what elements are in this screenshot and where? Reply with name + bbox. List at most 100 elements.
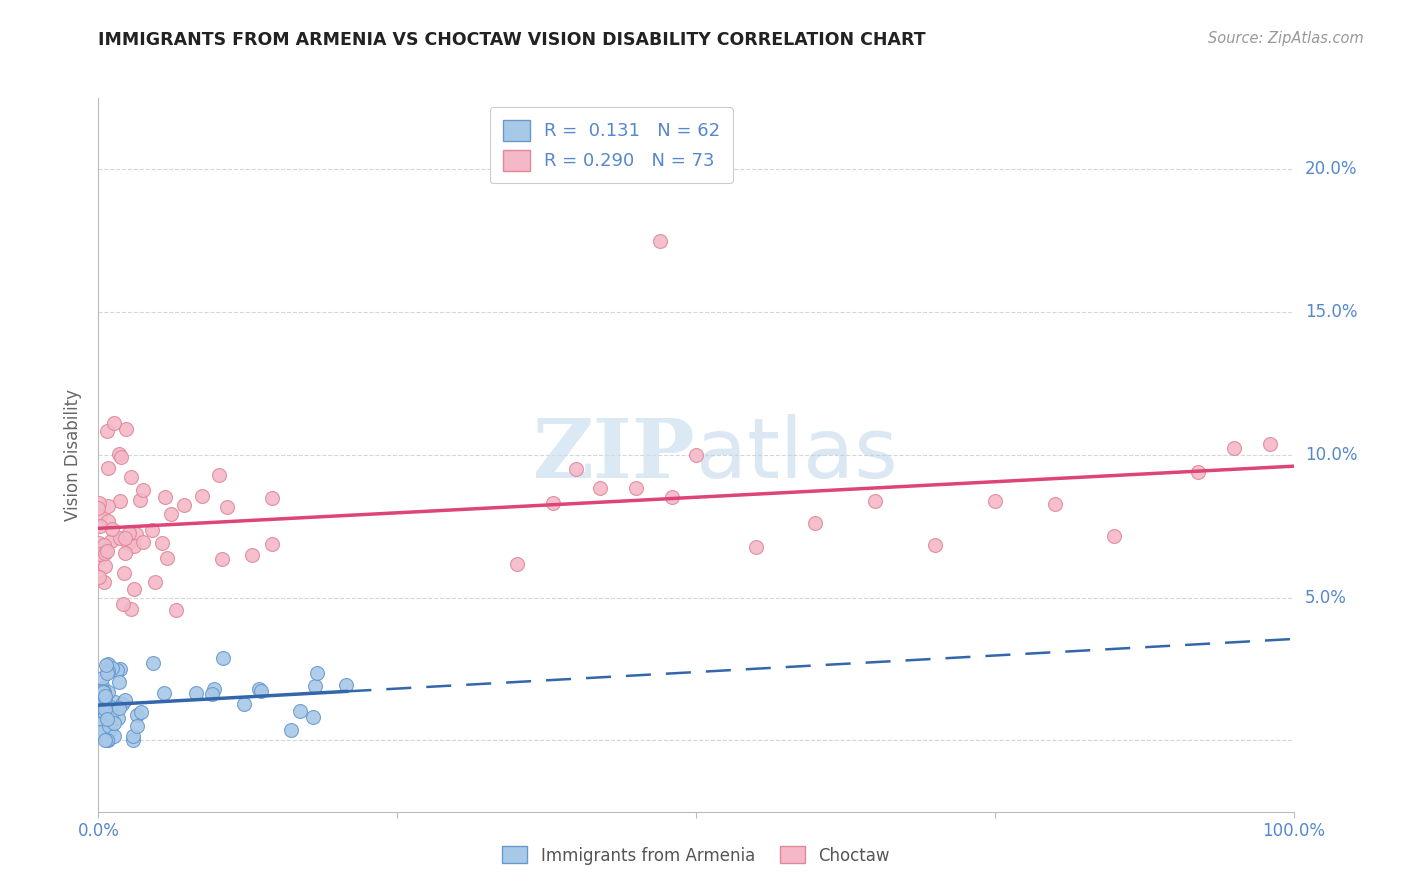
Point	[107, 711, 129, 725]
Text: IMMIGRANTS FROM ARMENIA VS CHOCTAW VISION DISABILITY CORRELATION CHART: IMMIGRANTS FROM ARMENIA VS CHOCTAW VISIO…	[98, 31, 927, 49]
Point	[142, 656, 165, 670]
Point	[91, 681, 114, 695]
Point	[89, 519, 111, 533]
Point	[93, 575, 115, 590]
Point	[110, 494, 132, 508]
Point	[89, 547, 111, 561]
Point	[97, 664, 120, 678]
Point	[103, 729, 125, 743]
Point	[145, 575, 167, 590]
Point	[108, 531, 131, 545]
Point	[1043, 497, 1066, 511]
Point	[94, 733, 117, 747]
Point	[97, 733, 120, 747]
Point	[124, 582, 146, 596]
Point	[288, 704, 311, 718]
Point	[110, 450, 132, 464]
Point	[122, 733, 145, 747]
Point	[120, 602, 142, 616]
Point	[107, 701, 129, 715]
Point	[114, 693, 136, 707]
Point	[983, 493, 1005, 508]
Point	[91, 684, 114, 698]
Text: 5.0%: 5.0%	[1305, 589, 1347, 607]
Point	[89, 551, 111, 566]
Point	[98, 700, 121, 714]
Point	[120, 470, 142, 484]
Point	[94, 542, 117, 557]
Point	[202, 681, 225, 696]
Point	[96, 712, 118, 726]
Point	[96, 544, 118, 558]
Point	[152, 536, 174, 550]
Point	[155, 490, 177, 504]
Point	[249, 683, 271, 698]
Point	[191, 489, 214, 503]
Point	[685, 448, 707, 462]
Point	[1187, 465, 1209, 479]
Point	[114, 532, 136, 546]
Point	[111, 698, 134, 712]
Point	[201, 687, 224, 701]
Point	[98, 719, 121, 733]
Point	[94, 691, 117, 706]
Point	[648, 234, 672, 248]
Point	[100, 707, 122, 722]
Point	[129, 492, 152, 507]
Point	[91, 725, 114, 739]
Point	[212, 651, 235, 665]
Point	[94, 706, 117, 721]
Point	[302, 710, 325, 724]
Point	[90, 683, 112, 698]
Point	[93, 538, 115, 552]
Point	[173, 498, 195, 512]
Point	[97, 499, 120, 513]
Point	[103, 715, 125, 730]
Point	[87, 500, 110, 515]
Point	[804, 516, 827, 531]
Point	[96, 666, 118, 681]
Point	[165, 603, 187, 617]
Point	[97, 460, 120, 475]
Text: 10.0%: 10.0%	[1305, 446, 1357, 464]
Point	[89, 696, 111, 710]
Point	[114, 546, 136, 560]
Point	[132, 483, 155, 497]
Point	[91, 694, 114, 708]
Point	[335, 678, 357, 692]
Point	[104, 695, 127, 709]
Point	[125, 708, 148, 723]
Point	[215, 500, 238, 514]
Point	[262, 491, 284, 505]
Point	[240, 548, 263, 562]
Text: atlas: atlas	[696, 415, 897, 495]
Point	[101, 522, 124, 536]
Point	[247, 681, 270, 696]
Point	[90, 671, 112, 685]
Point	[103, 416, 125, 430]
Point	[107, 447, 129, 461]
Point	[745, 540, 768, 554]
Point	[117, 536, 139, 550]
Text: 20.0%: 20.0%	[1305, 161, 1357, 178]
Text: ZIP: ZIP	[533, 415, 696, 495]
Point	[132, 535, 155, 549]
Point	[96, 711, 118, 725]
Point	[541, 495, 564, 509]
Text: 15.0%: 15.0%	[1305, 303, 1357, 321]
Point	[1222, 441, 1246, 455]
Point	[96, 701, 118, 715]
Point	[131, 705, 153, 719]
Point	[108, 675, 131, 690]
Point	[87, 535, 110, 549]
Point	[1258, 437, 1281, 451]
Point	[924, 538, 946, 552]
Point	[863, 493, 886, 508]
Point	[96, 733, 118, 747]
Legend: Immigrants from Armenia, Choctaw: Immigrants from Armenia, Choctaw	[495, 839, 897, 871]
Point	[94, 689, 117, 703]
Point	[111, 597, 134, 611]
Point	[121, 729, 143, 743]
Point	[97, 514, 120, 528]
Point	[87, 716, 110, 731]
